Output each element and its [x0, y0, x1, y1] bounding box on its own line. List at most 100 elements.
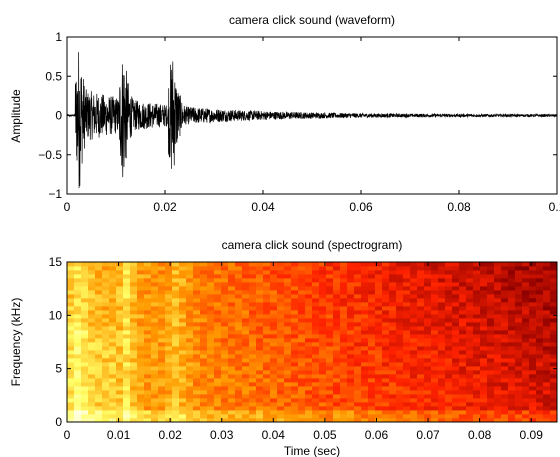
spectrogram-cell	[431, 374, 439, 379]
spectrogram-cell	[221, 362, 229, 367]
spectrogram-cell	[452, 386, 460, 391]
spectrogram-cell	[340, 354, 348, 359]
spectrogram-cell	[277, 394, 285, 399]
spectrogram-cell	[389, 270, 397, 275]
spectrogram-cell	[123, 394, 131, 399]
spectrogram-cell	[95, 330, 103, 335]
spectrogram-cell	[95, 310, 103, 315]
spectrogram-cell	[536, 318, 544, 323]
spectrogram-cell	[123, 406, 131, 411]
spectrogram-cell	[172, 318, 180, 323]
spectrogram-cell	[221, 394, 229, 399]
spectrogram-cell	[270, 290, 278, 295]
spectrogram-cell	[459, 382, 467, 387]
spectrogram-cell	[550, 410, 558, 415]
spectrogram-cell	[88, 398, 96, 403]
spectrogram-cell	[116, 330, 124, 335]
spectrogram-cell	[109, 294, 117, 299]
spectrogram-cell	[550, 362, 558, 367]
spectrogram-cell	[550, 302, 558, 307]
spectrogram-cell	[137, 374, 145, 379]
spectrogram-cell	[361, 278, 369, 283]
spectrogram-cell	[515, 402, 523, 407]
spectrogram-cell	[284, 398, 292, 403]
spectrogram-cell	[501, 398, 509, 403]
spectrogram-cell	[543, 290, 551, 295]
spectrogram-cell	[277, 382, 285, 387]
spectrogram-cell	[284, 262, 292, 267]
spectrogram-cell	[361, 394, 369, 399]
spectrogram-cell	[193, 278, 201, 283]
spectrogram-cell	[396, 410, 404, 415]
spectrogram-cell	[361, 386, 369, 391]
spectrogram-cell	[522, 326, 530, 331]
spectrogram-cell	[319, 262, 327, 267]
spectrogram-cell	[214, 310, 222, 315]
spectrogram-cell	[473, 318, 481, 323]
spectrogram-cell	[67, 374, 75, 379]
spectrogram-cell	[382, 358, 390, 363]
spectrogram-cell	[95, 270, 103, 275]
spectrogram-cell	[179, 274, 187, 279]
spectrogram-cell	[340, 318, 348, 323]
spectrogram-cell	[74, 350, 82, 355]
spectrogram-cell	[116, 370, 124, 375]
spectrogram-cell	[347, 366, 355, 371]
spectrogram-cell	[494, 318, 502, 323]
spectrogram-cell	[81, 354, 89, 359]
spectrogram-cell	[130, 402, 138, 407]
spectrogram-cell	[221, 266, 229, 271]
spectrogram-cell	[536, 342, 544, 347]
spectrogram-cell	[508, 398, 516, 403]
spectrogram-cell	[74, 402, 82, 407]
spectrogram-cell	[123, 374, 131, 379]
spectrogram-cell	[193, 326, 201, 331]
spectrogram-cell	[158, 418, 166, 423]
spectrogram-cell	[347, 286, 355, 291]
spectrogram-cell	[137, 354, 145, 359]
spectrogram-cell	[102, 302, 110, 307]
spectrogram-cell	[361, 398, 369, 403]
spectrogram-cell	[522, 302, 530, 307]
spectrogram-cell	[277, 270, 285, 275]
spectrogram-cell	[305, 370, 313, 375]
spectrogram-cell	[508, 322, 516, 327]
spectrogram-cell	[270, 282, 278, 287]
spectrogram-cell	[494, 322, 502, 327]
spectrogram-cell	[291, 406, 299, 411]
spectrogram-cell	[361, 414, 369, 419]
spectrogram-cell	[417, 398, 425, 403]
spectrogram-cell	[333, 306, 341, 311]
spectrogram-cell	[382, 382, 390, 387]
spectrogram-cell	[123, 270, 131, 275]
spectrogram-cell	[298, 302, 306, 307]
spectrogram-cell	[473, 330, 481, 335]
spectrogram-cell	[403, 362, 411, 367]
spectrogram-cell	[151, 330, 159, 335]
spectrogram-cell	[368, 402, 376, 407]
spectrogram-cell	[207, 418, 215, 423]
spectrogram-cell	[200, 350, 208, 355]
spectrogram-cell	[277, 334, 285, 339]
spectrogram-cell	[417, 286, 425, 291]
spectrogram-cell	[158, 390, 166, 395]
spectrogram-cell	[221, 398, 229, 403]
spectrogram-cell	[137, 306, 145, 311]
spectrogram-cell	[459, 350, 467, 355]
spectrogram-cell	[431, 398, 439, 403]
spectrogram-cell	[305, 402, 313, 407]
spectrogram-cell	[144, 314, 152, 319]
spectrogram-cell	[291, 278, 299, 283]
spectrogram-cell	[375, 350, 383, 355]
spectrogram-cell	[347, 398, 355, 403]
spectrogram-cell	[487, 290, 495, 295]
spectrogram-cell	[235, 266, 243, 271]
spectrogram-cell	[305, 362, 313, 367]
spectrogram-cell	[221, 354, 229, 359]
spectrogram-cell	[326, 282, 334, 287]
spectrogram-cell	[277, 338, 285, 343]
spectrogram-cell	[347, 382, 355, 387]
spectrogram-cell	[389, 366, 397, 371]
spectrogram-cell	[165, 406, 173, 411]
spectrogram-cell	[256, 358, 264, 363]
